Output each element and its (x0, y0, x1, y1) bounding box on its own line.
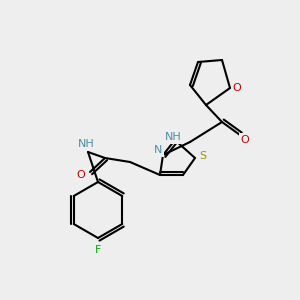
Text: O: O (232, 83, 242, 93)
Text: NH: NH (165, 132, 182, 142)
Text: F: F (95, 245, 101, 255)
Text: S: S (200, 151, 207, 161)
Text: N: N (154, 145, 162, 155)
Text: NH: NH (78, 139, 94, 149)
Text: O: O (241, 135, 249, 145)
Text: O: O (76, 170, 85, 180)
